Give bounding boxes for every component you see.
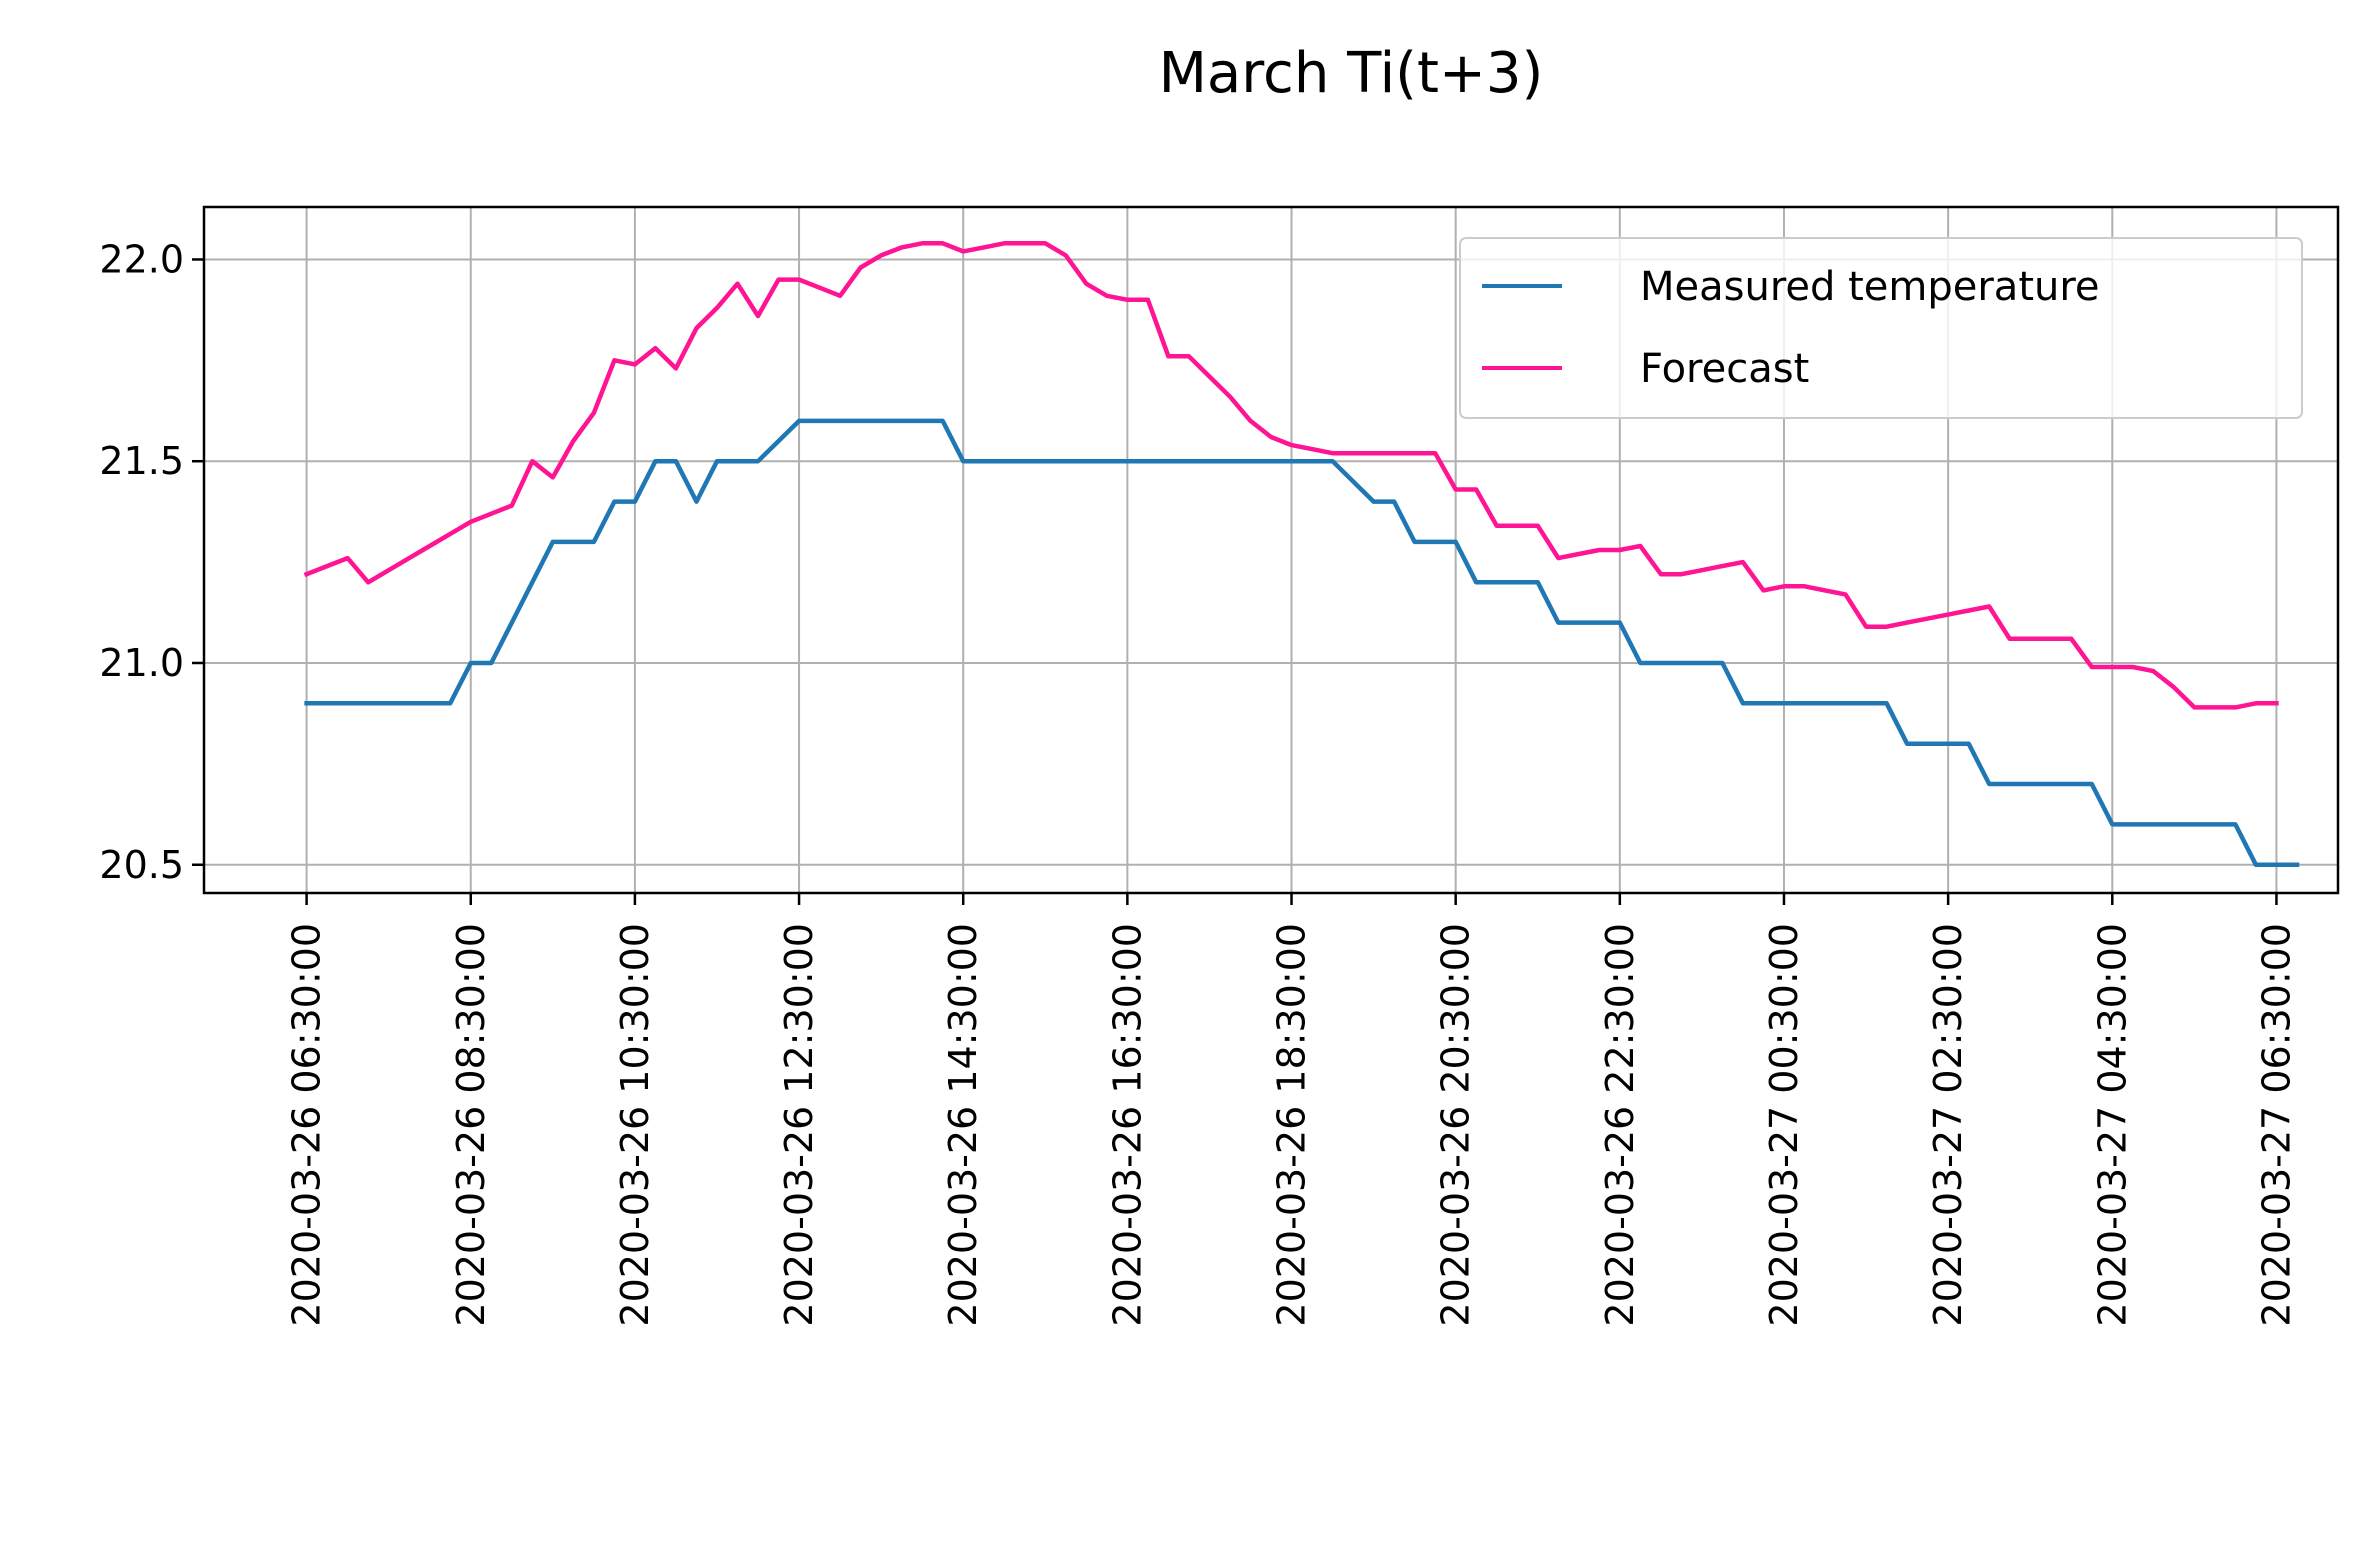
y-tick-label: 21.0: [99, 641, 184, 685]
x-tick-label: 2020-03-26 12:30:00: [777, 923, 821, 1327]
x-tick-label: 2020-03-26 14:30:00: [941, 923, 985, 1327]
series-line-forecast: [303, 241, 2279, 710]
x-tick-label: 2020-03-27 06:30:00: [2254, 923, 2298, 1327]
legend: Measured temperature Forecast: [1459, 237, 2303, 419]
y-axis: 20.5 21.0 21.5 22.0: [99, 237, 204, 887]
legend-box: [1459, 237, 2303, 419]
y-tick-label: 20.5: [99, 843, 184, 887]
y-tick-label: 21.5: [99, 439, 184, 483]
x-tick-label: 2020-03-26 18:30:00: [1270, 923, 1314, 1327]
legend-label-forecast: Forecast: [1640, 346, 1809, 392]
x-tick-label: 2020-03-26 22:30:00: [1598, 923, 1642, 1327]
series-layer: [303, 241, 2300, 868]
plot-frame: [202, 205, 2340, 895]
x-tick-label: 2020-03-26 06:30:00: [285, 923, 329, 1327]
x-tick-label: 2020-03-27 02:30:00: [1926, 923, 1970, 1327]
x-tick-label: 2020-03-26 20:30:00: [1434, 923, 1478, 1327]
y-tick-label: 22.0: [99, 237, 184, 281]
x-tick-label: 2020-03-26 16:30:00: [1105, 923, 1149, 1327]
x-tick-label: 2020-03-26 10:30:00: [613, 923, 657, 1327]
x-axis: 2020-03-26 06:30:00 2020-03-26 08:30:00 20…: [285, 893, 2298, 1327]
chart-title: March Ti(t+3): [1159, 41, 1544, 106]
x-tick-label: 2020-03-27 04:30:00: [2090, 923, 2134, 1327]
legend-label-measured: Measured temperature: [1640, 264, 2100, 310]
series-line-measured: [304, 418, 2300, 868]
x-tick-label: 2020-03-26 08:30:00: [449, 923, 493, 1327]
x-tick-label: 2020-03-27 00:30:00: [1762, 923, 1806, 1327]
